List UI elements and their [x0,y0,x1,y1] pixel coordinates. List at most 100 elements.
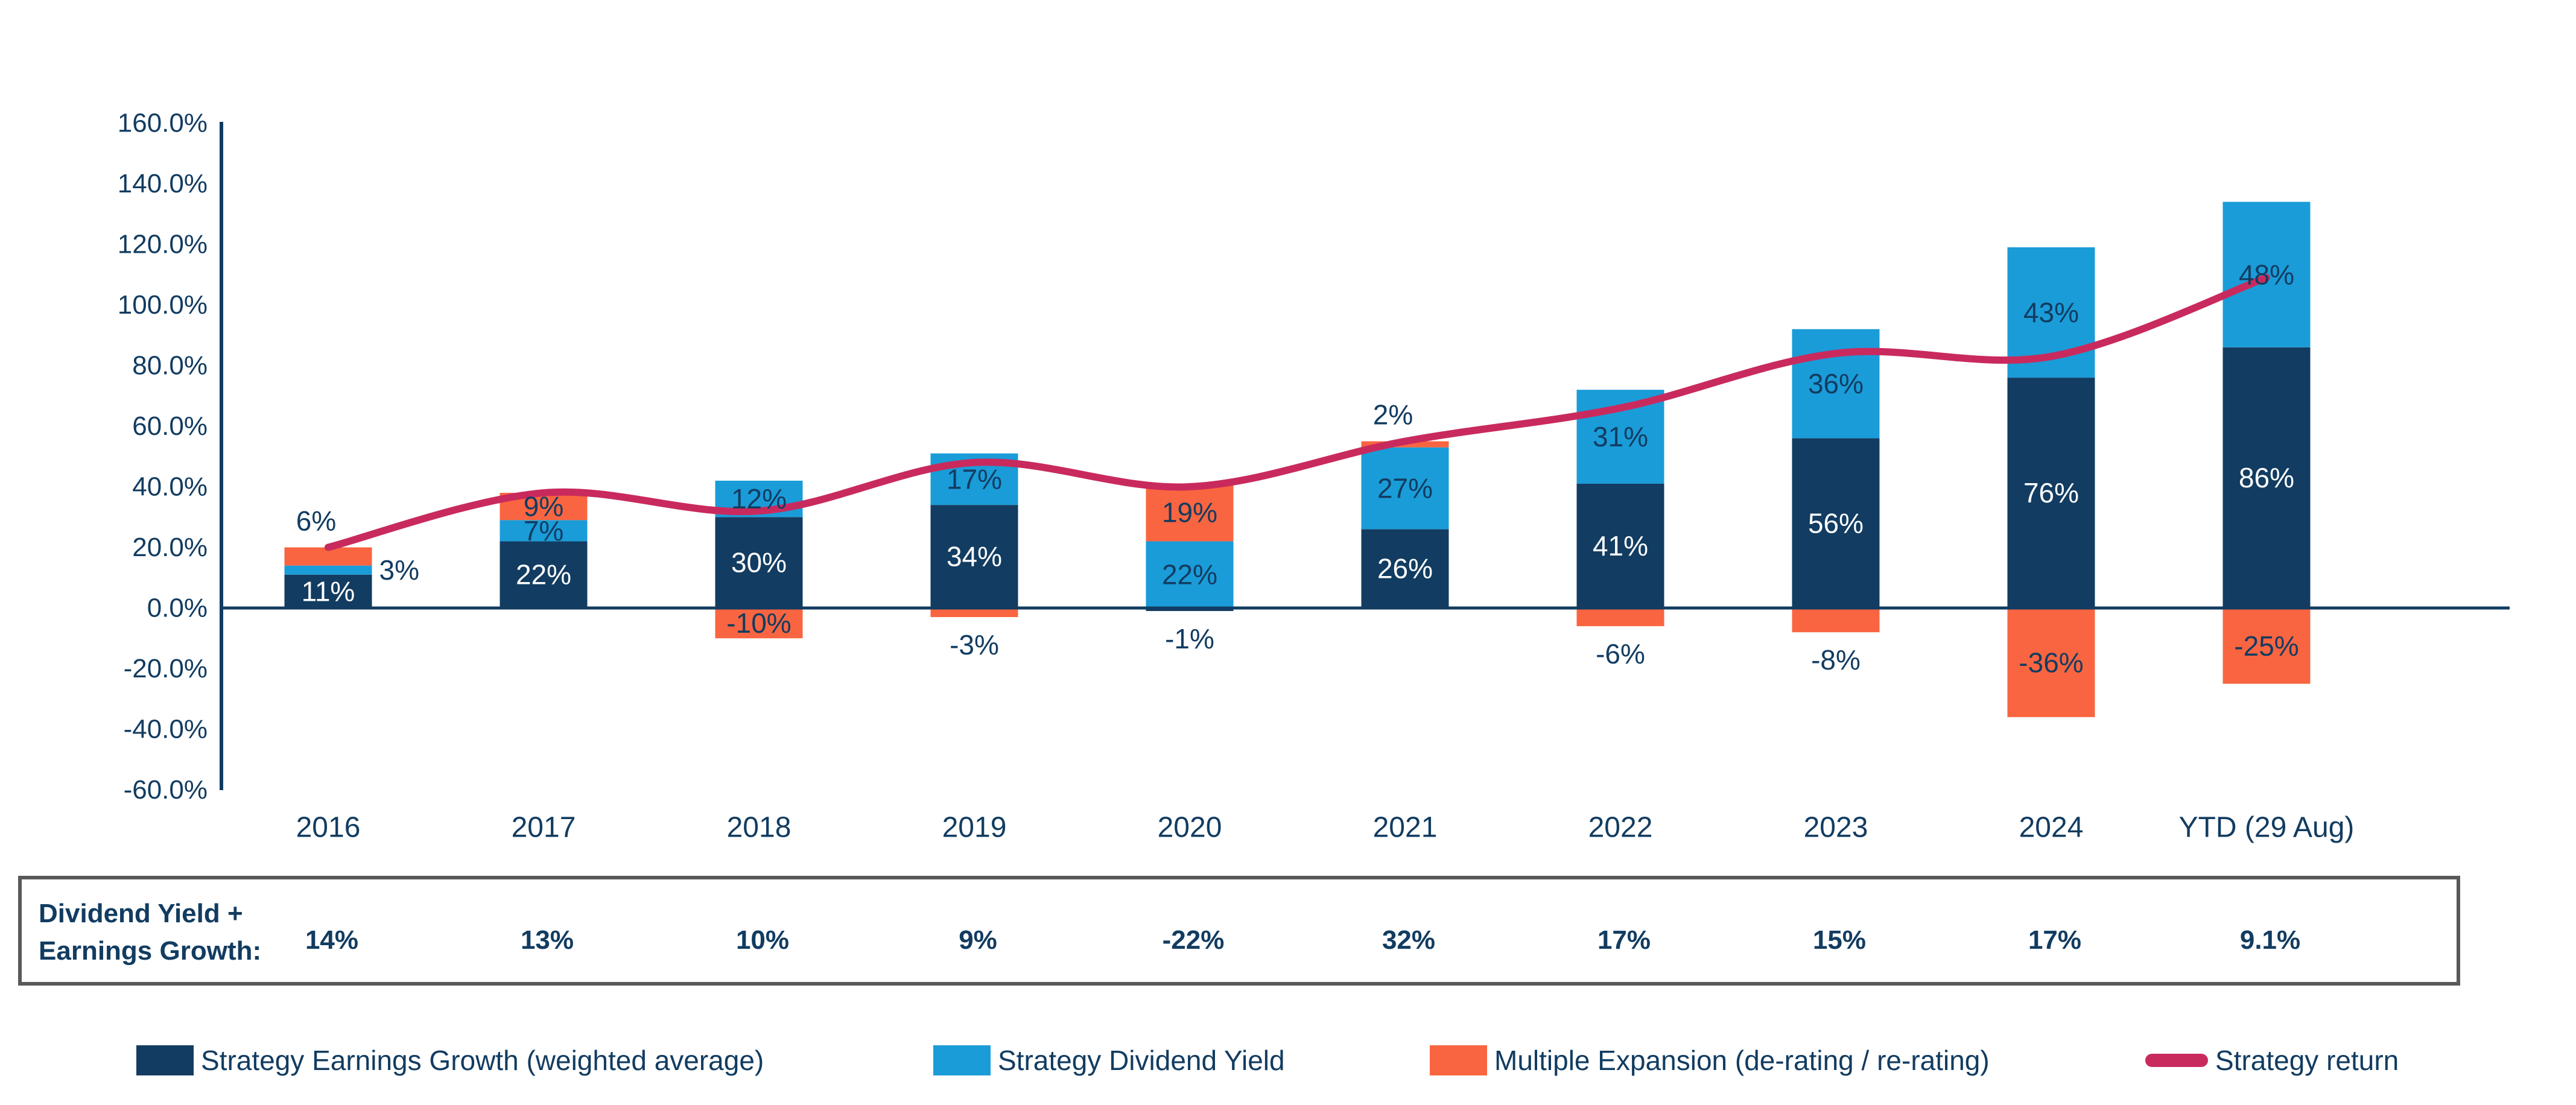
bar-value-label: 3% [379,554,419,586]
bar-segment-2016-series0 [284,574,372,608]
x-axis-label-2021: 2021 [1373,812,1438,844]
bar-segment-2017-series1 [500,520,588,542]
legend-label: Strategy return [2215,1045,2399,1076]
x-axis-label-2022: 2022 [1588,812,1653,844]
legend-item-strategy-return: Strategy return [2145,1041,2399,1080]
bar-value-label: 22% [516,559,571,590]
legend-label: Multiple Expansion (de-rating / re-ratin… [1494,1045,1990,1076]
y-axis-tick-label: -20.0% [124,654,208,683]
legend-label: Strategy Earnings Growth (weighted avera… [201,1045,764,1076]
y-axis-tick-label: -40.0% [124,715,208,744]
x-axis-label-2019: 2019 [942,812,1007,844]
earnings-growth-swatch-icon [136,1045,194,1075]
bar-value-label: 43% [2023,297,2079,328]
bar-value-label: 7% [524,515,563,546]
bar-value-label: -8% [1811,644,1861,676]
bar-segment-YTD (29 Aug)-series2 [2222,608,2311,684]
x-axis-label-2023: 2023 [1804,812,1868,844]
bar-value-label: 17% [947,463,1002,495]
bar-value-label: 27% [1377,473,1433,504]
summary-table-label-line2: Earnings Growth: [39,936,262,966]
bar-value-label: 56% [1808,507,1864,539]
x-axis-label-2017: 2017 [512,812,576,844]
dividend-earnings-summary-table: Dividend Yield + Earnings Growth: 14% 13%… [18,876,2460,986]
y-axis-tick-label: 20.0% [132,533,208,562]
summary-table-label-line1: Dividend Yield + [39,899,243,928]
bar-segment-2024-series0 [2007,378,2095,608]
x-axis-label-2018: 2018 [727,812,792,844]
legend-item-earnings-growth: Strategy Earnings Growth (weighted avera… [136,1041,764,1080]
summary-table-value-YTD (29 Aug): 9.1% [2239,925,2301,955]
bar-segment-2023-series0 [1792,438,1880,608]
bar-value-label: 11% [302,575,355,607]
bar-value-label: 9% [524,491,563,522]
strategy-return-line-swatch-icon [2145,1054,2208,1067]
y-axis-tick-label: 120.0% [118,230,208,259]
multiple-expansion-swatch-icon [1430,1045,1487,1075]
bar-value-label: 2% [1373,399,1413,431]
summary-table-value-2017: 13% [520,925,574,955]
bar-segment-2022-series0 [1576,483,1664,608]
bar-segment-2023-series1 [1792,329,1880,439]
bar-segment-2017-series0 [500,541,588,608]
summary-table-value-2020: -22% [1162,925,1225,955]
summary-table-value-2022: 17% [1597,925,1651,955]
bar-value-label: 86% [2239,462,2294,493]
y-axis-tick-label: 140.0% [118,169,208,198]
legend-item-multiple-expansion: Multiple Expansion (de-rating / re-ratin… [1430,1041,1990,1080]
bar-segment-2021-series0 [1361,529,1449,608]
y-axis-tick-label: 60.0% [132,411,208,441]
bar-value-label: 12% [731,483,787,515]
bar-value-label: -3% [950,629,999,660]
bar-value-label: 48% [2239,259,2294,290]
summary-table-value-2023: 15% [1812,925,1867,955]
bar-value-label: -36% [2019,647,2083,678]
summary-table-value-2016: 14% [305,925,359,955]
bar-value-label: 36% [1808,368,1864,399]
bar-value-label: 19% [1162,497,1217,528]
y-axis-tick-label: -60.0% [124,775,208,805]
bar-segment-2020-series1 [1146,541,1234,608]
bar-value-label: 34% [947,541,1002,572]
bar-segment-2019-series2 [930,608,1018,618]
summary-table-value-2024: 17% [2028,925,2082,955]
chart-legend: Strategy Earnings Growth (weighted avera… [0,1041,2576,1080]
x-axis-label-2016: 2016 [296,812,361,844]
summary-table-value-2021: 32% [1382,925,1436,955]
x-axis-label-2024: 2024 [2019,812,2084,844]
legend-label: Strategy Dividend Yield [998,1045,1285,1076]
bar-segment-2023-series2 [1792,608,1880,633]
strategy-return-line [325,274,2270,551]
summary-table-label: Dividend Yield + Earnings Growth: [39,895,261,970]
bar-segment-2020-series0 [1146,608,1234,612]
bar-segment-2022-series2 [1576,608,1664,627]
bar-segment-2019-series0 [930,505,1018,608]
bar-value-label: 22% [1162,559,1217,590]
y-axis-tick-label: 100.0% [118,290,208,320]
bar-value-label: 76% [2023,477,2079,508]
bar-value-label: 30% [731,547,787,578]
y-axis-tick-label: 0.0% [147,594,208,623]
bar-value-label: 41% [1593,530,1648,562]
bar-value-label: -6% [1596,638,1645,670]
summary-table-value-2018: 10% [735,925,790,955]
bar-segment-2020-series2 [1146,483,1234,542]
summary-table-value-2019: 9% [959,925,997,955]
x-axis-label-YTD (29 Aug): YTD (29 Aug) [2179,812,2355,844]
bar-value-label: -1% [1165,623,1214,654]
legend-item-dividend-yield: Strategy Dividend Yield [933,1041,1285,1080]
bar-value-label: 26% [1377,553,1433,584]
bar-segment-YTD (29 Aug)-series0 [2222,347,2311,608]
bar-value-label: 31% [1593,421,1648,452]
bar-value-label: -10% [726,607,791,639]
bar-segment-2018-series2 [715,608,803,639]
bar-value-label: 6% [296,505,336,537]
bar-segment-2024-series2 [2007,608,2095,717]
bar-segment-2021-series1 [1361,447,1449,530]
dividend-yield-swatch-icon [933,1045,991,1075]
y-axis-tick-label: 80.0% [132,351,208,381]
y-axis-tick-label: 40.0% [132,472,208,502]
bar-value-label: -25% [2234,630,2298,662]
